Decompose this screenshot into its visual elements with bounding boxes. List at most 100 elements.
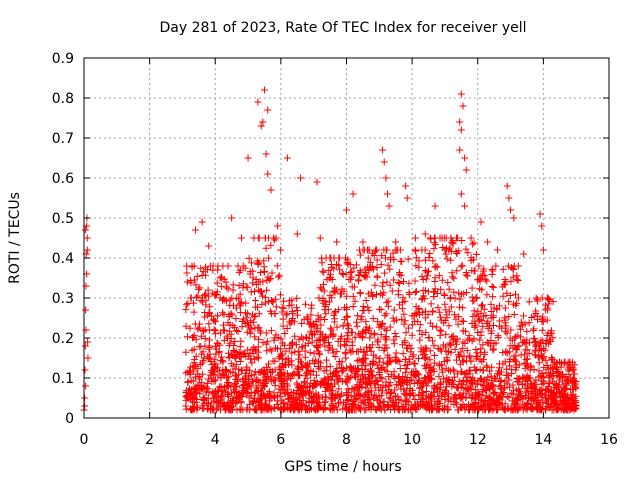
data-point bbox=[455, 289, 463, 297]
data-point bbox=[311, 381, 319, 389]
data-point bbox=[383, 344, 391, 352]
data-point bbox=[489, 293, 497, 301]
data-point bbox=[398, 305, 406, 313]
data-point bbox=[291, 348, 299, 356]
data-point bbox=[244, 321, 252, 329]
data-point bbox=[536, 405, 544, 413]
data-point bbox=[348, 283, 356, 291]
data-point bbox=[570, 406, 578, 414]
data-point bbox=[383, 278, 391, 286]
data-point bbox=[303, 383, 311, 391]
data-point bbox=[270, 377, 278, 385]
data-point bbox=[197, 264, 205, 272]
data-point bbox=[322, 301, 330, 309]
data-point bbox=[251, 345, 259, 353]
data-point bbox=[244, 376, 252, 384]
data-point bbox=[240, 280, 248, 288]
data-point bbox=[278, 304, 286, 312]
data-point bbox=[472, 346, 480, 354]
y-tick-labels: 0 0.1 0.2 0.3 0.4 0.5 0.6 0.7 0.8 0.9 bbox=[52, 51, 74, 427]
data-point bbox=[326, 342, 334, 350]
data-point bbox=[566, 362, 574, 370]
data-point bbox=[453, 384, 461, 392]
data-point bbox=[547, 329, 555, 337]
data-point bbox=[426, 347, 434, 355]
data-point bbox=[328, 326, 336, 334]
data-point bbox=[273, 262, 281, 270]
data-point bbox=[490, 345, 498, 353]
data-point bbox=[184, 300, 192, 308]
data-point bbox=[505, 298, 513, 306]
data-point bbox=[429, 405, 437, 413]
data-point bbox=[402, 182, 410, 190]
data-point bbox=[390, 317, 398, 325]
data-point bbox=[318, 285, 326, 293]
data-point bbox=[506, 334, 514, 342]
data-point bbox=[416, 327, 424, 335]
data-point bbox=[444, 348, 452, 356]
data-point bbox=[457, 90, 465, 98]
data-point bbox=[503, 392, 511, 400]
data-point bbox=[364, 290, 372, 298]
data-point bbox=[443, 383, 451, 391]
data-point bbox=[220, 295, 228, 303]
data-point bbox=[440, 406, 448, 414]
data-point bbox=[232, 326, 240, 334]
data-point bbox=[259, 381, 267, 389]
data-point bbox=[571, 382, 579, 390]
data-point bbox=[285, 318, 293, 326]
data-point bbox=[520, 373, 528, 381]
data-point bbox=[463, 346, 471, 354]
data-point bbox=[335, 385, 343, 393]
data-point bbox=[416, 336, 424, 344]
data-point bbox=[215, 367, 223, 375]
data-point bbox=[246, 350, 254, 358]
data-point bbox=[400, 310, 408, 318]
data-point bbox=[183, 301, 191, 309]
data-point bbox=[205, 320, 213, 328]
data-point bbox=[367, 264, 375, 272]
data-point bbox=[210, 397, 218, 405]
data-point bbox=[208, 312, 216, 320]
data-point bbox=[475, 390, 483, 398]
data-point bbox=[462, 245, 470, 253]
data-point bbox=[249, 274, 257, 282]
data-point bbox=[288, 357, 296, 365]
data-point bbox=[198, 370, 206, 378]
data-point bbox=[413, 310, 421, 318]
data-point bbox=[82, 306, 90, 314]
data-point bbox=[267, 186, 275, 194]
data-point bbox=[359, 238, 367, 246]
data-point bbox=[454, 370, 462, 378]
data-point bbox=[262, 329, 270, 337]
data-point bbox=[221, 383, 229, 391]
data-point bbox=[543, 304, 551, 312]
data-point bbox=[267, 327, 275, 335]
data-point bbox=[231, 337, 239, 345]
data-point bbox=[347, 276, 355, 284]
data-point bbox=[414, 379, 422, 387]
data-point bbox=[489, 267, 497, 275]
data-point bbox=[293, 230, 301, 238]
data-point bbox=[479, 301, 487, 309]
data-point bbox=[283, 154, 291, 162]
data-point bbox=[374, 364, 382, 372]
data-point bbox=[186, 370, 194, 378]
data-point bbox=[81, 402, 89, 410]
data-point bbox=[436, 380, 444, 388]
data-point bbox=[255, 310, 263, 318]
data-point bbox=[549, 298, 557, 306]
data-point bbox=[277, 365, 285, 373]
data-point bbox=[440, 234, 448, 242]
data-point bbox=[185, 390, 193, 398]
data-point bbox=[239, 284, 247, 292]
data-point bbox=[262, 340, 270, 348]
data-point bbox=[190, 395, 198, 403]
data-point bbox=[331, 368, 339, 376]
data-point bbox=[476, 349, 484, 357]
data-point bbox=[452, 234, 460, 242]
data-point bbox=[445, 322, 453, 330]
data-point bbox=[214, 312, 222, 320]
data-point bbox=[324, 339, 332, 347]
